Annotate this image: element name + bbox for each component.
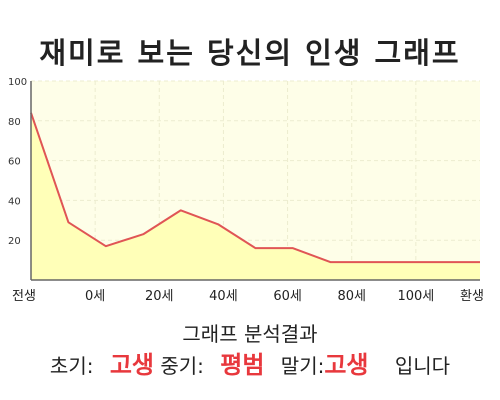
x-tick-label: 80세 xyxy=(337,289,366,304)
analysis-result: 초기: 고생 중기: 평범 말기:고생 입니다 xyxy=(0,345,500,380)
late-label: 말기: xyxy=(280,354,325,378)
early-label: 초기: xyxy=(49,354,94,378)
series-area xyxy=(31,112,480,280)
result-suffix: 입니다 xyxy=(394,354,451,378)
life-graph-chart: 20 40 60 80 100 전생 0세 20세 40세 60세 80세 100세 환생 xyxy=(8,77,484,304)
page-title: 재미로 보는 당신의 인생 그래프 xyxy=(39,36,461,70)
series-line xyxy=(30,112,480,264)
x-tick-labels: 전생 0세 20세 40세 60세 80세 100세 환생 xyxy=(12,289,484,304)
x-tick-label: 60세 xyxy=(273,289,302,304)
x-tick-label: 40세 xyxy=(209,289,238,304)
y-tick-label: 100 xyxy=(8,77,27,88)
y-tick-label: 40 xyxy=(8,196,21,207)
x-tick-label: 0세 xyxy=(85,289,105,304)
middle-label: 중기: xyxy=(160,354,204,378)
analysis-title: 그래프 분석결과 xyxy=(182,322,318,346)
y-tick-label: 60 xyxy=(8,157,21,168)
early-value: 고생 xyxy=(109,351,154,379)
y-tick-labels: 20 40 60 80 100 xyxy=(8,77,27,247)
grid-lines xyxy=(31,80,480,280)
x-tick-label: 20세 xyxy=(145,289,174,304)
x-tick-label: 전생 xyxy=(12,289,36,304)
x-tick-label: 100세 xyxy=(397,289,434,304)
middle-value: 평범 xyxy=(220,351,265,379)
x-tick-label: 환생 xyxy=(460,289,484,304)
y-tick-label: 20 xyxy=(8,236,21,247)
y-tick-label: 80 xyxy=(8,117,21,128)
late-value: 고생 xyxy=(324,351,369,379)
